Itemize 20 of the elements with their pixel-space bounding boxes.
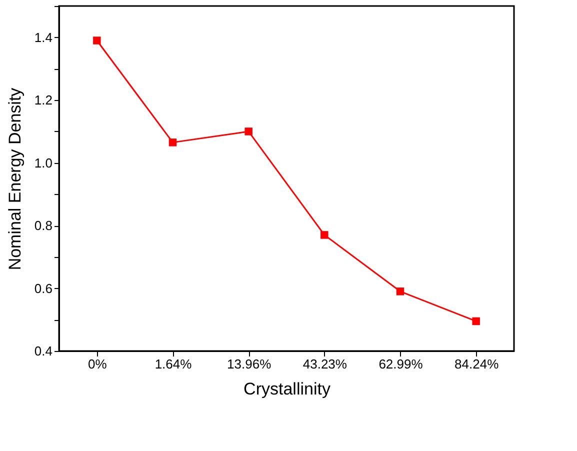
- y-tick-label: 1.0: [34, 155, 52, 170]
- x-tick-label: 1.64%: [154, 356, 192, 372]
- point: [168, 138, 177, 146]
- x-tick-label: 62.99%: [378, 356, 424, 372]
- point: [396, 288, 404, 296]
- point: [93, 36, 101, 44]
- x-tick-label: 0%: [88, 356, 108, 372]
- x-axis-title: Crystallinity: [244, 380, 331, 398]
- x-tick-label: 13.96%: [227, 356, 272, 372]
- y-tick-label: 0.6: [34, 280, 52, 296]
- point: [472, 317, 480, 326]
- y-axis-title: Nominal Energy Density: [5, 87, 24, 270]
- x-tick-label: 84.24%: [454, 356, 500, 372]
- x-tick-label: 43.23%: [302, 356, 348, 372]
- y-tick-label: 0.8: [34, 218, 52, 234]
- point: [244, 128, 252, 136]
- y-tick-label: 1.4: [34, 30, 52, 45]
- y-tick-label: 0.4: [34, 344, 52, 358]
- point: [320, 231, 328, 239]
- y-tick-label: 1.2: [34, 92, 52, 108]
